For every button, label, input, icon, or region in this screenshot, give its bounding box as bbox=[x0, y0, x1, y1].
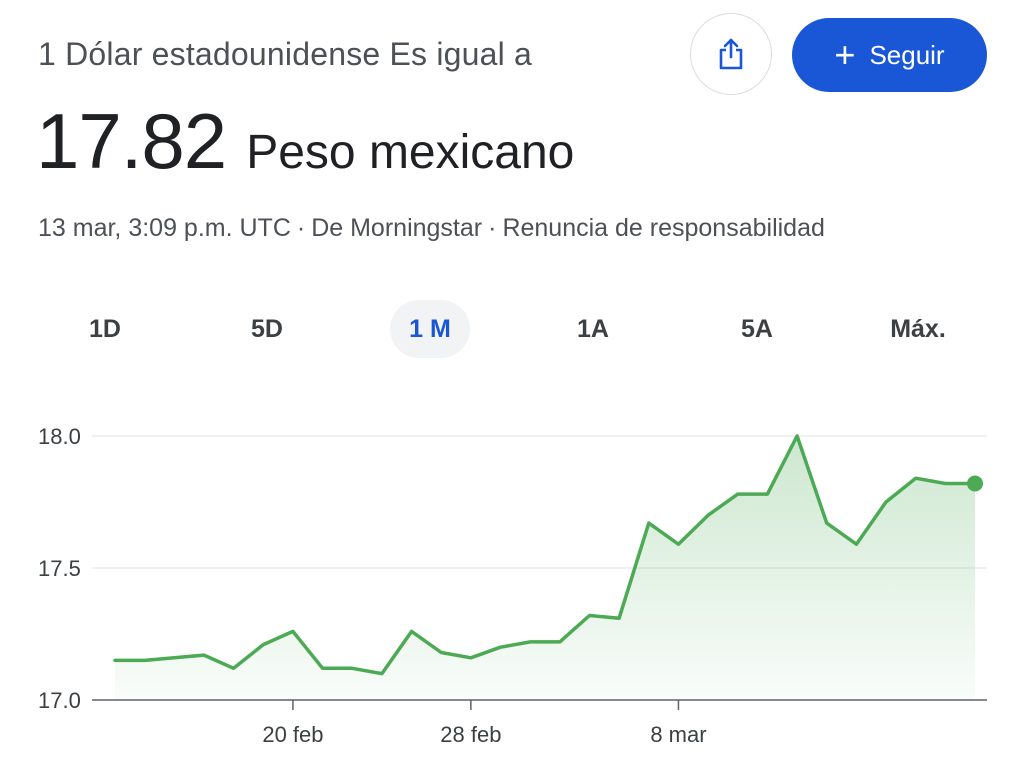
data-point bbox=[261, 643, 265, 647]
x-tick-label: 28 feb bbox=[440, 722, 501, 747]
series-line bbox=[113, 434, 977, 676]
y-tick-label: 18.0 bbox=[38, 424, 81, 449]
range-1a[interactable]: 1A bbox=[577, 314, 609, 343]
data-point bbox=[232, 666, 236, 670]
data-point bbox=[914, 476, 918, 480]
data-point bbox=[499, 645, 503, 649]
share-button[interactable] bbox=[690, 13, 772, 95]
area-fill bbox=[115, 436, 975, 700]
meta-line: 13 mar, 3:09 p.m. UTC · De Morningstar · Ren… bbox=[38, 214, 825, 242]
data-point bbox=[706, 513, 710, 517]
data-point bbox=[528, 640, 532, 644]
data-point bbox=[143, 658, 147, 662]
range-5a[interactable]: 5A bbox=[741, 314, 773, 343]
range-selector: 1D 5D 1 M 1A 5A Máx. bbox=[0, 300, 1024, 358]
data-point bbox=[113, 658, 117, 662]
rate-currency: Peso mexicano bbox=[246, 126, 575, 179]
data-point bbox=[587, 614, 591, 618]
data-point bbox=[439, 650, 443, 654]
x-tick-label: 8 mar bbox=[650, 722, 706, 747]
data-point bbox=[765, 492, 769, 496]
timestamp: 13 mar, 3:09 p.m. UTC bbox=[38, 214, 291, 242]
rate-value: 17.82 bbox=[36, 97, 227, 185]
data-point bbox=[350, 666, 354, 670]
data-point bbox=[854, 542, 858, 546]
conversion-text: 1 Dólar estadounidense Es igual a bbox=[38, 36, 533, 72]
data-point bbox=[380, 672, 384, 676]
data-point bbox=[676, 542, 680, 546]
data-point bbox=[410, 629, 414, 633]
data-point bbox=[884, 500, 888, 504]
x-tick-label: 20 feb bbox=[262, 722, 323, 747]
data-point bbox=[795, 434, 799, 438]
range-1m[interactable]: 1 M bbox=[390, 300, 470, 358]
y-tick-label: 17.5 bbox=[38, 556, 81, 581]
data-point bbox=[291, 629, 295, 633]
data-point bbox=[825, 521, 829, 525]
data-point bbox=[647, 521, 651, 525]
data-point bbox=[617, 616, 621, 620]
range-max[interactable]: Máx. bbox=[890, 314, 946, 343]
price-chart[interactable]: 17.0 17.5 18.0 20 feb 28 feb 8 mar bbox=[0, 380, 1024, 765]
data-point bbox=[736, 492, 740, 496]
data-point bbox=[321, 666, 325, 670]
y-tick-label: 17.0 bbox=[38, 688, 81, 713]
exchange-rate: 17.82 Peso mexicano bbox=[36, 96, 574, 187]
current-point-marker bbox=[967, 475, 983, 492]
data-point bbox=[172, 656, 176, 660]
data-point bbox=[469, 656, 473, 660]
follow-button[interactable]: + Seguir bbox=[792, 18, 987, 92]
disclaimer-link[interactable]: Renuncia de responsabilidad bbox=[502, 214, 825, 242]
range-5d[interactable]: 5D bbox=[251, 314, 283, 343]
source-label[interactable]: De Morningstar bbox=[311, 214, 483, 242]
data-point bbox=[202, 653, 206, 657]
plus-icon: + bbox=[834, 34, 856, 75]
follow-button-label: Seguir bbox=[869, 39, 945, 70]
data-point bbox=[943, 482, 947, 486]
range-1d[interactable]: 1D bbox=[89, 314, 121, 343]
share-icon bbox=[719, 38, 743, 70]
data-point bbox=[558, 640, 562, 644]
